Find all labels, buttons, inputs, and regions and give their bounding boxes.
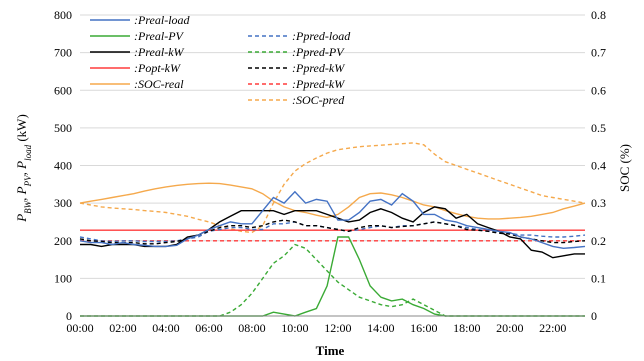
y-tick-label: 500 (54, 121, 72, 135)
x-tick-label: 20:00 (496, 321, 523, 335)
legend: :Preal-load :Preal-PV :Preal-kW :Popt-kW :SO… (90, 13, 351, 107)
right-y-axis-label: SOC (%) (617, 144, 632, 192)
x-tick-label: 22:00 (539, 321, 566, 335)
y-tick-label: 700 (54, 46, 72, 60)
y2-tick-label: 0.3 (591, 196, 606, 210)
x-tick-label: 06:00 (195, 321, 222, 335)
y2-tick-label: 0.7 (591, 46, 606, 60)
legend-label: :Preal-load (134, 13, 191, 27)
x-tick-label: 16:00 (410, 321, 437, 335)
x-tick-label: 08:00 (238, 321, 265, 335)
y2-tick-label: 0.6 (591, 83, 606, 97)
series-line-9 (79, 142, 586, 234)
left-y-tick-labels: 0 100 200 300 400 500 600 700 800 (54, 8, 72, 323)
y-tick-label: 600 (54, 83, 72, 97)
legend-label: :Preal-kW (134, 45, 185, 59)
series-line-4 (79, 182, 586, 220)
x-tick-labels: 00:00 02:00 04:00 06:00 08:00 10:00 12:00 14:00… (66, 321, 566, 335)
x-tick-label: 14:00 (367, 321, 394, 335)
series-line-0 (79, 190, 586, 250)
x-axis-label: Time (316, 343, 345, 358)
legend-label: :SOC-pred (292, 93, 345, 107)
right-y-tick-labels: 0 0.1 0.2 0.3 0.4 0.5 0.6 0.7 0.8 (591, 8, 606, 323)
y-tick-label: 0 (66, 309, 72, 323)
y-tick-label: 300 (54, 196, 72, 210)
y-tick-label: 100 (54, 271, 72, 285)
series-line-6 (80, 243, 585, 317)
y-tick-label: 400 (54, 159, 72, 173)
y-tick-label: 200 (54, 234, 72, 248)
legend-label: :Popt-kW (134, 61, 181, 75)
y2-tick-label: 0.8 (591, 8, 606, 22)
y2-tick-label: 0.2 (591, 234, 606, 248)
legend-label: :Ppred-load (292, 29, 351, 43)
series-line-5 (79, 221, 586, 243)
y2-tick-label: 0.1 (591, 271, 606, 285)
x-tick-label: 12:00 (324, 321, 351, 335)
legend-label: :Ppred-kW (292, 77, 345, 91)
x-tick-label: 04:00 (152, 321, 179, 335)
x-tick-label: 10:00 (281, 321, 308, 335)
series-lines (79, 142, 586, 317)
x-tick-label: 02:00 (109, 321, 136, 335)
y2-tick-label: 0.4 (591, 159, 606, 173)
x-tick-label: 18:00 (453, 321, 480, 335)
y2-tick-label: 0 (591, 309, 597, 323)
legend-label: :Ppred-kW (292, 61, 345, 75)
y-tick-label: 800 (54, 8, 72, 22)
legend-label: :Ppred-PV (292, 45, 345, 59)
legend-label: :SOC-real (134, 77, 184, 91)
x-tick-label: 00:00 (66, 321, 93, 335)
legend-label: :Preal-PV (134, 29, 185, 43)
y2-tick-label: 0.5 (591, 121, 606, 135)
series-line-7 (79, 219, 586, 245)
left-y-axis-label: PBW, PPV, Pload (kW) (14, 114, 33, 223)
